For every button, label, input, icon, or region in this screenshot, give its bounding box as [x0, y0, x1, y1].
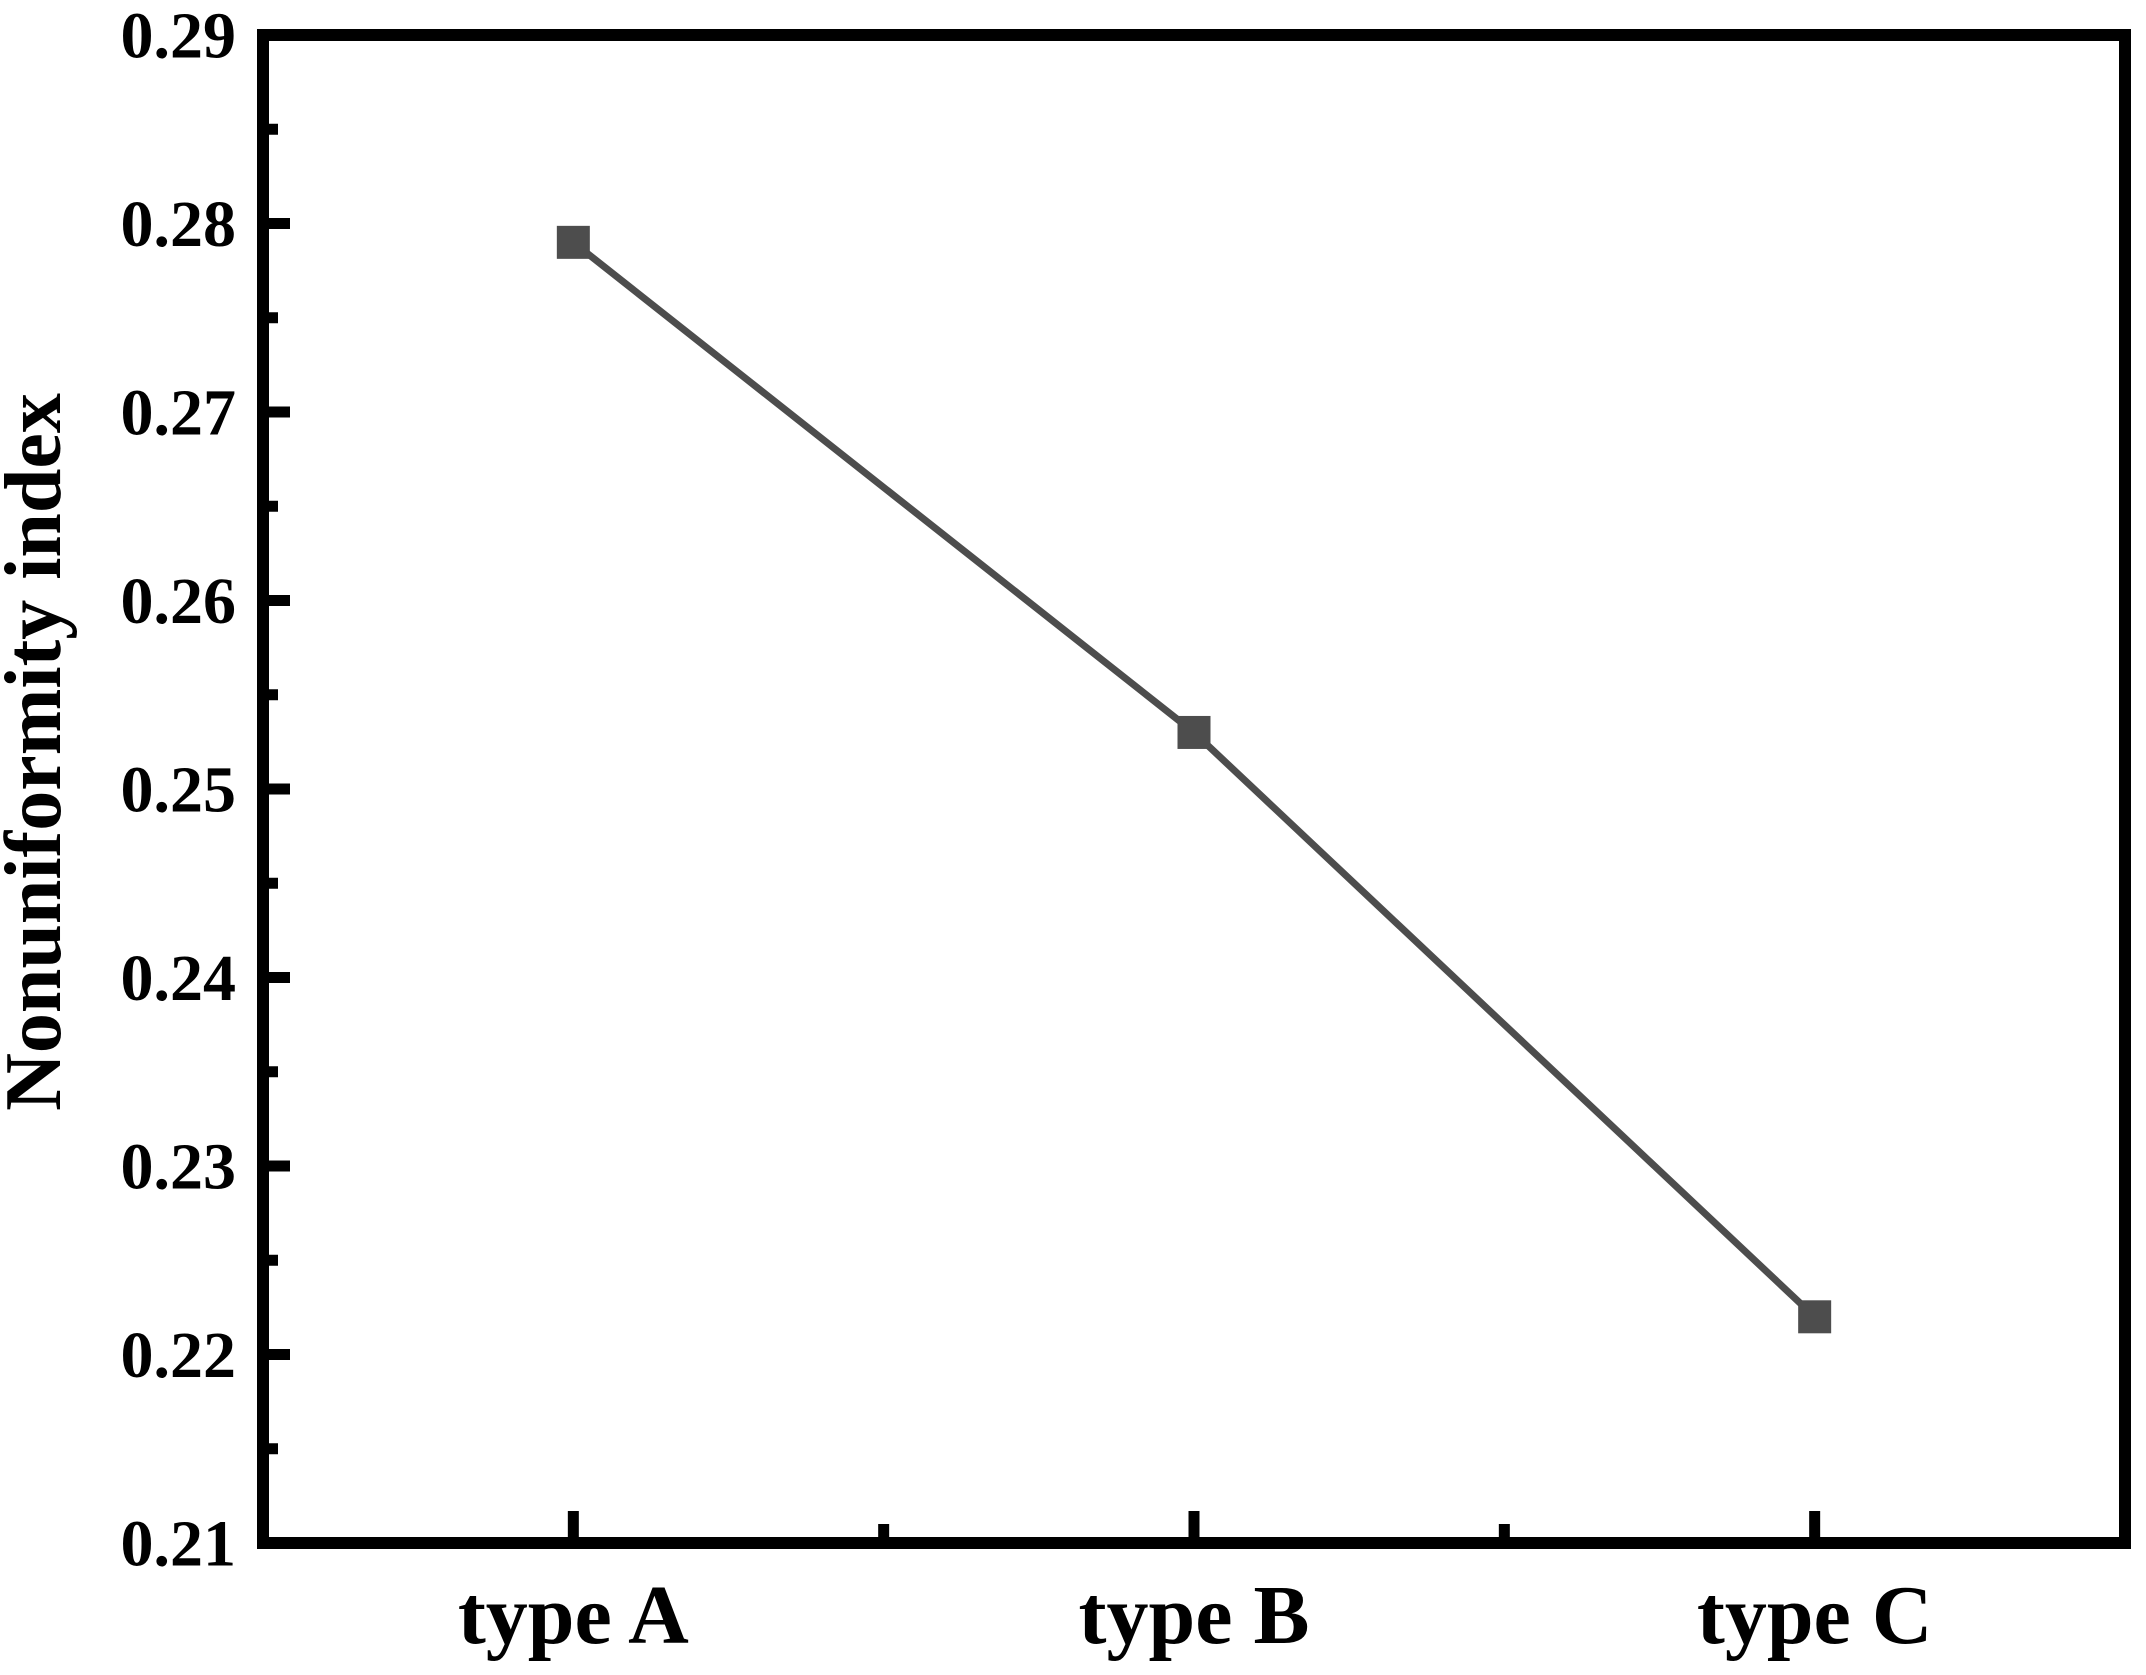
data-markers [556, 225, 1832, 1334]
y-tick-label: 0.24 [121, 942, 237, 1015]
y-tick-label: 0.28 [121, 188, 237, 261]
y-axis-minor-ticks [269, 123, 278, 1455]
plot-frame [257, 29, 2131, 1549]
y-axis-major-ticks [269, 29, 290, 1549]
data-point-marker [556, 225, 590, 259]
y-tick-label: 0.21 [121, 1507, 237, 1580]
data-line [571, 239, 1818, 1320]
data-point-marker [1177, 715, 1211, 749]
y-tick-label: 0.23 [121, 1130, 237, 1203]
y-tick-label: 0.26 [121, 565, 237, 638]
y-tick-label: 0.29 [121, 0, 237, 72]
y-tick-label: 0.25 [121, 753, 237, 826]
data-point-marker [1798, 1300, 1832, 1334]
x-tick-labels: type A type B type C [458, 1569, 1933, 1662]
x-tick-label: type B [1079, 1569, 1310, 1662]
x-axis-minor-ticks [878, 1524, 1510, 1537]
y-tick-label: 0.22 [121, 1319, 237, 1392]
x-tick-label: type C [1697, 1569, 1933, 1662]
x-tick-label: type A [458, 1569, 689, 1662]
y-tick-labels: 0.21 0.22 0.23 0.24 0.25 0.26 0.27 0.28 0.29 [121, 0, 237, 1580]
x-axis-major-ticks [567, 1511, 1821, 1537]
y-axis-title: Nonuniformity index [0, 393, 78, 1111]
y-tick-label: 0.27 [121, 376, 237, 449]
